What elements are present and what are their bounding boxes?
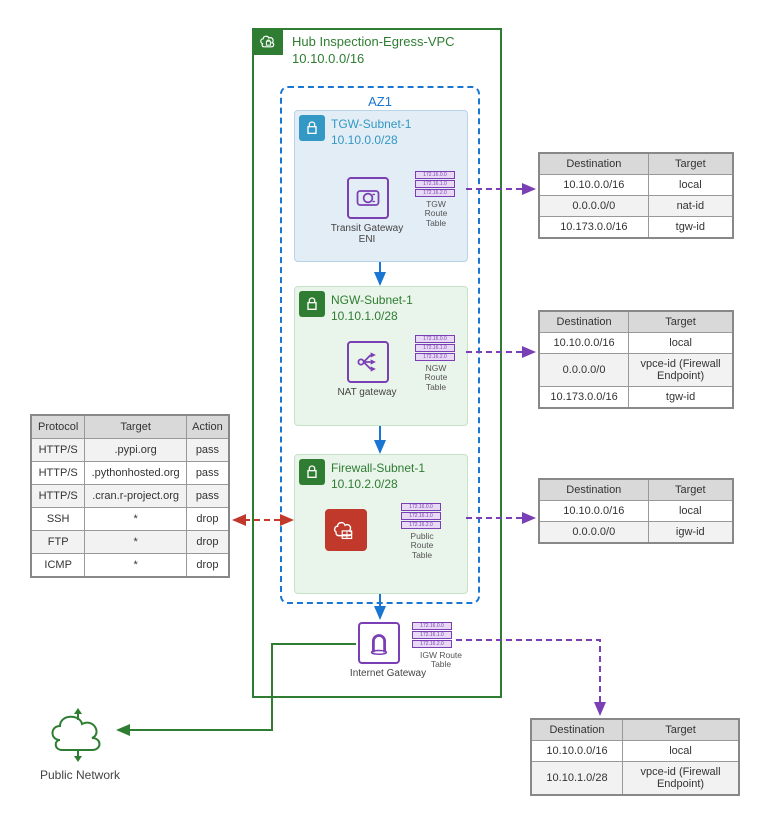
public-network-icon	[44, 706, 112, 769]
tgw-route-table-badge: 172.16.0.0 172.16.1.0 172.16.2.0 TGW Rou…	[415, 171, 457, 228]
vpc-title: Hub Inspection-Egress-VPC 10.10.0.0/16	[292, 34, 455, 68]
route-table-igw: DestinationTarget 10.10.0.0/16local 10.1…	[530, 718, 740, 796]
route-table-ngw: DestinationTarget 10.10.0.0/16local 0.0.…	[538, 310, 734, 409]
lock-icon	[299, 459, 325, 485]
firewall-icon	[325, 509, 367, 551]
subnet-ngw: NGW-Subnet-1 10.10.1.0/28 NAT gateway 17…	[294, 286, 468, 426]
subnet-firewall-title: Firewall-Subnet-1 10.10.2.0/28	[331, 461, 425, 492]
lock-icon	[299, 291, 325, 317]
vpc-icon	[253, 29, 283, 55]
az-title: AZ1	[368, 94, 392, 109]
lock-icon	[299, 115, 325, 141]
ngw-route-table-badge: 172.16.0.0 172.16.1.0 172.16.2.0 NGW Rou…	[415, 335, 457, 392]
route-table-tgw: DestinationTarget 10.10.0.0/16local 0.0.…	[538, 152, 734, 239]
subnet-firewall: Firewall-Subnet-1 10.10.2.0/28 172.16.0.…	[294, 454, 468, 594]
transit-gateway-eni-icon	[347, 177, 389, 219]
nat-gateway-icon	[347, 341, 389, 383]
firewall-rules-table: Protocol Target Action HTTP/S.pypi.orgpa…	[30, 414, 230, 578]
public-route-table-badge: 172.16.0.0 172.16.1.0 172.16.2.0 Public …	[401, 503, 443, 560]
vpc-title-line2: 10.10.0.0/16	[292, 51, 364, 66]
subnet-ngw-title: NGW-Subnet-1 10.10.1.0/28	[331, 293, 413, 324]
subnet-tgw-title: TGW-Subnet-1 10.10.0.0/28	[331, 117, 411, 148]
route-table-firewall: DestinationTarget 10.10.0.0/16local 0.0.…	[538, 478, 734, 544]
subnet-tgw: TGW-Subnet-1 10.10.0.0/28 Transit Gatewa…	[294, 110, 468, 262]
nat-gateway-label: NAT gateway	[327, 387, 407, 398]
igw-route-table-badge: 172.16.0.0 172.16.1.0 172.16.2.0 IGW Rou…	[412, 622, 470, 670]
public-network-label: Public Network	[30, 768, 130, 782]
vpc-title-line1: Hub Inspection-Egress-VPC	[292, 34, 455, 49]
internet-gateway-icon	[358, 622, 400, 664]
tgw-eni-label: Transit GatewayENI	[327, 223, 407, 245]
